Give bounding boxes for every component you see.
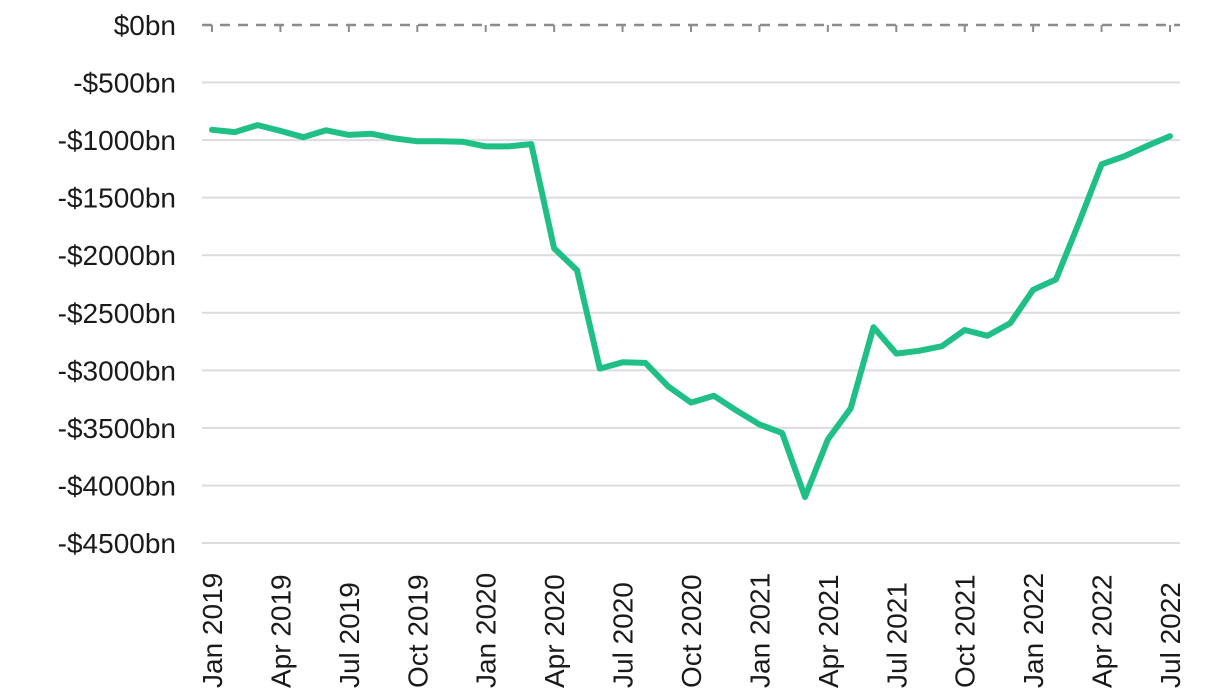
x-tick-label: Jul 2022 [1155,582,1186,688]
x-tick-label: Apr 2022 [1087,574,1118,688]
x-tick-label: Jan 2021 [744,573,775,688]
x-tick-label: Jan 2020 [471,573,502,688]
y-tick-label: -$2500bn [58,298,176,329]
y-tick-label: $0bn [114,10,176,41]
gridlines [202,23,1180,544]
x-tick-label: Apr 2020 [539,574,570,688]
x-tick-label: Apr 2021 [813,574,844,688]
x-tick-label: Jan 2022 [1018,573,1049,688]
y-tick-label: -$2000bn [58,240,176,271]
x-axis-tick-labels: Jan 2019 Apr 2019 Jul 2019 Oct 2019 Jan 2020… [197,573,1186,688]
x-tick-label: Oct 2020 [676,574,707,688]
series-line [209,122,1173,500]
x-tick-label: Jul 2020 [608,582,639,688]
x-tick-label: Apr 2019 [265,574,296,688]
y-tick-label: -$500bn [73,68,176,99]
y-axis-tick-labels: $0bn -$500bn -$1000bn -$1500bn -$2000bn -$250… [58,10,176,559]
x-tick-label: Oct 2021 [950,574,981,688]
y-tick-label: -$3000bn [58,355,176,386]
x-tick-label: Jan 2019 [197,573,228,688]
y-tick-label: -$4000bn [58,470,176,501]
y-tick-label: -$4500bn [58,528,176,559]
x-tick-label: Jul 2021 [881,582,912,688]
y-tick-label: -$1000bn [58,125,176,156]
x-tick-label: Oct 2019 [402,574,433,688]
y-tick-label: -$3500bn [58,413,176,444]
x-tick-label: Jul 2019 [334,582,365,688]
y-tick-label: -$1500bn [58,183,176,214]
series-layer [209,122,1173,500]
